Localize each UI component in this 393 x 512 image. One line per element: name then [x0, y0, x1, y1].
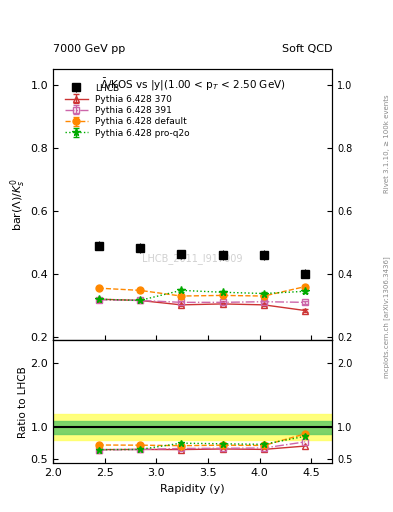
X-axis label: Rapidity (y): Rapidity (y): [160, 484, 225, 494]
Text: Soft QCD: Soft QCD: [282, 44, 332, 54]
Bar: [53, 421, 332, 434]
Y-axis label: Ratio to LHCB: Ratio to LHCB: [18, 366, 28, 438]
Text: Rivet 3.1.10, ≥ 100k events: Rivet 3.1.10, ≥ 100k events: [384, 94, 390, 193]
Text: 7000 GeV pp: 7000 GeV pp: [53, 44, 125, 54]
Text: $\bar{\Lambda}$/KOS vs |y|(1.00 < p$_T$ < 2.50 GeV): $\bar{\Lambda}$/KOS vs |y|(1.00 < p$_T$ …: [100, 77, 285, 93]
Text: LHCB_2011_I917009: LHCB_2011_I917009: [142, 253, 243, 264]
Y-axis label: bar($\Lambda$)/$K_s^0$: bar($\Lambda$)/$K_s^0$: [8, 178, 28, 231]
Text: mcplots.cern.ch [arXiv:1306.3436]: mcplots.cern.ch [arXiv:1306.3436]: [384, 257, 391, 378]
Legend: LHCB, Pythia 6.428 370, Pythia 6.428 391, Pythia 6.428 default, Pythia 6.428 pro: LHCB, Pythia 6.428 370, Pythia 6.428 391…: [63, 82, 191, 139]
Bar: [53, 414, 332, 440]
